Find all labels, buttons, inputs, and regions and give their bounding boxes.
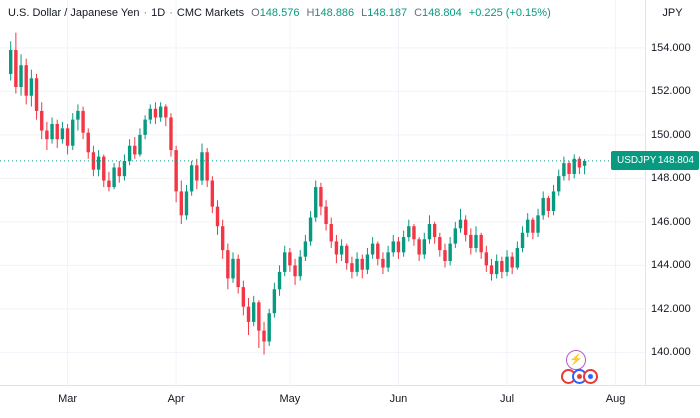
badge-symbol-label: USDJPY [617, 155, 657, 167]
symbol-legend[interactable]: U.S. Dollar / Japanese Yen · 1D · CMC Market… [8, 7, 551, 19]
time-tick-label: Jul [499, 393, 515, 405]
data-source-label: CMC Markets [176, 7, 245, 19]
community-ideas-button[interactable] [561, 369, 598, 384]
price-tick-label: 154.000 [651, 41, 691, 54]
low-value: 148.187 [367, 7, 408, 19]
price-tick-label: 148.000 [651, 172, 691, 185]
badge-price-value: 148.804 [657, 155, 694, 167]
legend-separator: · [143, 7, 148, 19]
close-label: C [414, 7, 423, 19]
time-tick-label: May [279, 393, 301, 405]
candlestick-chart[interactable] [0, 0, 645, 385]
price-tick-label: 142.000 [651, 302, 691, 315]
boost-button[interactable]: ⚡ [566, 350, 586, 370]
open-label: O [251, 7, 260, 19]
price-tick-label: 144.000 [651, 259, 691, 272]
time-tick-label: Aug [605, 393, 626, 405]
legend-separator: · [169, 7, 173, 19]
time-axis-separator [0, 385, 700, 386]
quote-currency-label: JPY [662, 7, 683, 19]
price-tick-label: 146.000 [651, 215, 691, 228]
time-tick-label: Mar [58, 393, 78, 405]
low-label: L [361, 7, 368, 19]
time-tick-label: Apr [167, 393, 185, 405]
close-value: 148.804 [422, 7, 462, 19]
open-value: 148.576 [259, 7, 300, 19]
price-tick-label: 150.000 [651, 128, 691, 141]
interval-label[interactable]: 1D [151, 7, 166, 19]
symbol-title[interactable]: U.S. Dollar / Japanese Yen [8, 7, 140, 19]
high-value: 148.886 [314, 7, 355, 19]
time-tick-label: Jun [389, 393, 408, 405]
price-axis[interactable]: 154.000 152.000 150.000 148.000 146.000 144.0… [646, 0, 700, 385]
change-value: +0.225 (+0.15%) [468, 7, 551, 19]
price-axis-separator [645, 0, 646, 386]
last-price-badge: USDJPY 148.804 [611, 151, 699, 171]
price-tick-label: 152.000 [651, 85, 691, 98]
high-label: H [306, 7, 315, 19]
time-axis[interactable]: Mar Apr May Jun Jul Aug [0, 386, 700, 418]
avatar-icon [583, 369, 598, 384]
lightning-icon: ⚡ [569, 354, 583, 366]
price-tick-label: 140.000 [651, 346, 691, 359]
